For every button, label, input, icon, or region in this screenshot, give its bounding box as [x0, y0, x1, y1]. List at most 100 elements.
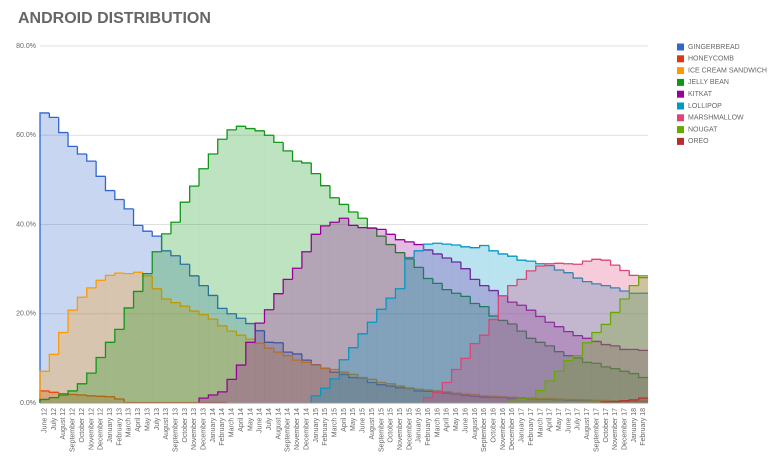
step-line [338, 217, 349, 223]
step-line [516, 256, 527, 261]
area-step [517, 260, 527, 403]
area-step [573, 400, 583, 403]
x-tick-label: September 17 [593, 408, 600, 452]
step-line [198, 397, 209, 403]
step-line [142, 225, 153, 232]
area-step [217, 391, 228, 403]
x-tick-label: January 17 [519, 408, 526, 443]
area-step [283, 355, 293, 403]
area-step [68, 310, 78, 403]
step-line [619, 287, 630, 292]
area-step [591, 400, 602, 403]
area-step [526, 398, 536, 403]
area-step [488, 290, 499, 403]
area-step [610, 312, 620, 403]
x-tick-label: May 17 [556, 408, 563, 431]
step-line [245, 318, 256, 325]
step-line [581, 260, 592, 265]
area-step [554, 398, 564, 403]
area-step [610, 345, 620, 403]
step-line [581, 357, 592, 364]
area-step [601, 366, 611, 403]
area-step [255, 130, 265, 403]
step-line [497, 250, 508, 255]
legend-swatch [677, 78, 684, 86]
y-tick-label: 60.0% [16, 132, 36, 139]
area-step [180, 306, 190, 403]
step-line [338, 359, 349, 379]
area-step [573, 335, 583, 403]
step-line [619, 400, 630, 402]
area-step [311, 365, 321, 403]
step-line [198, 168, 209, 187]
area-step [470, 343, 480, 403]
step-line [544, 263, 555, 267]
step-line [553, 345, 564, 353]
step-line [376, 228, 387, 237]
legend-swatch [677, 43, 684, 51]
area-step [451, 245, 461, 403]
step-line [254, 322, 265, 343]
step-line [273, 135, 284, 144]
area-step [96, 357, 106, 403]
area-step [619, 371, 630, 403]
step-line [376, 379, 387, 384]
step-line [609, 260, 620, 266]
x-tick-label: December 12 [98, 408, 105, 450]
step-line [217, 319, 228, 327]
step-line [189, 306, 200, 312]
x-tick-label: January 16 [416, 408, 423, 443]
area-step [563, 263, 574, 403]
area-step [245, 323, 256, 403]
step-line [637, 373, 648, 379]
step-line [488, 306, 499, 317]
area-step [563, 399, 574, 403]
x-tick-label: October 15 [388, 408, 395, 443]
area-step [432, 283, 443, 403]
legend-swatch [677, 67, 684, 75]
step-line [357, 374, 368, 379]
area-step [479, 335, 490, 403]
area-step [273, 142, 284, 403]
step-line [58, 117, 69, 134]
step-line [469, 268, 480, 281]
step-line [478, 394, 489, 397]
legend-swatch [677, 126, 684, 134]
area-step [610, 287, 620, 403]
area-step [58, 132, 69, 403]
area-step [629, 275, 639, 403]
area-step [442, 257, 452, 403]
step-line [226, 129, 237, 140]
area-step [77, 297, 87, 403]
area-step [152, 251, 162, 403]
step-line [609, 285, 620, 289]
area-step [105, 190, 115, 403]
area-step [629, 349, 639, 403]
area-step [77, 383, 87, 403]
area-step [199, 314, 209, 403]
step-line [385, 384, 396, 387]
area-step [451, 369, 461, 403]
area-step [105, 396, 115, 403]
area-step [283, 352, 293, 403]
step-line [189, 185, 200, 203]
step-line [469, 296, 480, 305]
x-tick-label: June 15 [360, 408, 367, 433]
area-step [432, 390, 443, 403]
step-line [460, 245, 471, 248]
step-line [404, 256, 415, 289]
step-line [76, 146, 87, 155]
series [507, 275, 649, 403]
x-tick-label: February 17 [528, 408, 535, 446]
step-line [488, 318, 499, 336]
step-line [553, 322, 564, 328]
area-step [619, 400, 630, 403]
step-line [235, 331, 246, 336]
area-step [40, 371, 50, 403]
step-line [637, 349, 648, 351]
area-step [414, 390, 424, 403]
step-line [628, 371, 639, 375]
area-step [573, 278, 583, 403]
area-step [180, 264, 190, 403]
area-step [488, 319, 499, 403]
